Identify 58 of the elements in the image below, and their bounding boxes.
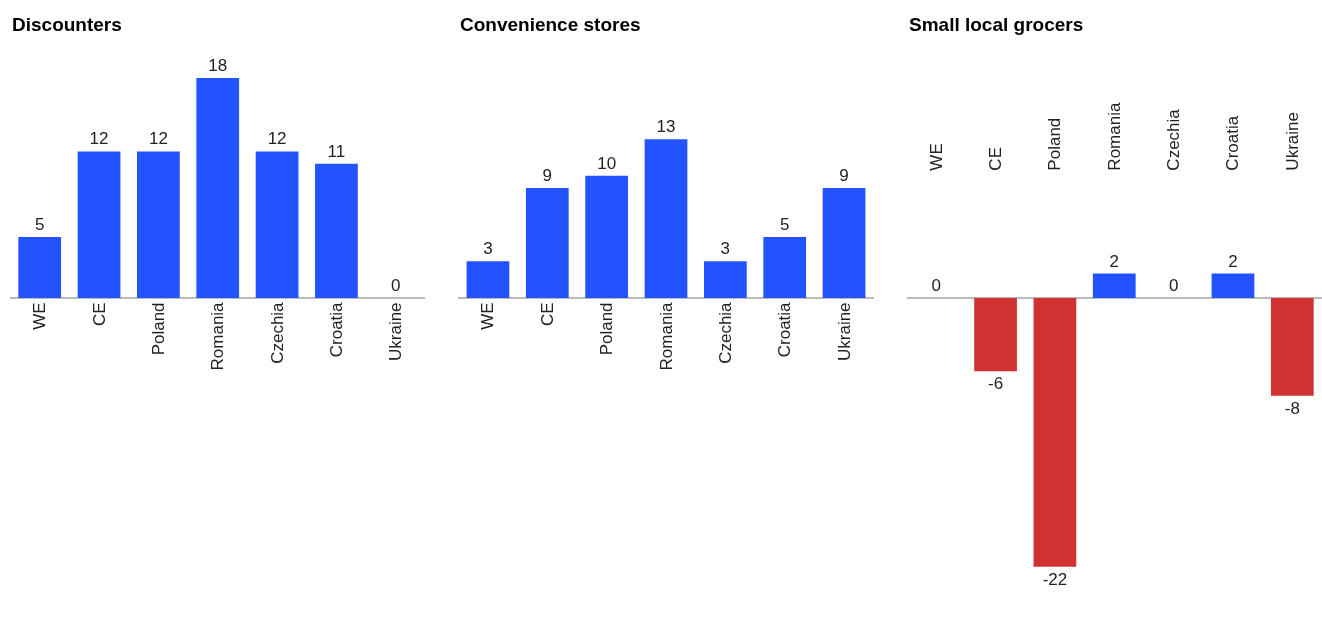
- x-tick-label: Ukraine: [834, 302, 854, 362]
- bar: [315, 163, 358, 299]
- bar: [18, 236, 62, 299]
- data-label: -8: [1284, 398, 1300, 418]
- bar: [525, 188, 569, 299]
- x-tick-label: CE: [537, 302, 557, 327]
- chart-title: Small local grocers: [909, 14, 1084, 35]
- data-label: 12: [148, 129, 168, 149]
- chart-title: Convenience stores: [460, 14, 641, 35]
- bar: [137, 151, 180, 299]
- data-label: 3: [720, 239, 731, 259]
- data-label: 18: [208, 56, 228, 76]
- x-tick-label: Romania: [208, 301, 228, 371]
- data-label: 0: [1168, 276, 1179, 296]
- data-label: 13: [656, 117, 676, 137]
- x-tick-label: Czechia: [267, 301, 287, 364]
- x-tick-label: Poland: [1045, 117, 1065, 171]
- data-label: 9: [839, 166, 849, 186]
- x-tick-label: Romania: [656, 301, 676, 371]
- data-label: -22: [1042, 569, 1068, 589]
- bar: [822, 188, 866, 299]
- chart-title: Discounters: [12, 14, 122, 35]
- data-label: 11: [327, 141, 346, 161]
- bar: [763, 236, 807, 299]
- data-label: 5: [34, 214, 45, 234]
- x-tick-label: Croatia: [1223, 115, 1243, 171]
- data-label: 0: [931, 276, 941, 296]
- bar: [644, 139, 688, 299]
- x-tick-label: WE: [478, 302, 498, 330]
- bar: [77, 151, 121, 299]
- bar: [255, 151, 299, 299]
- data-label: 9: [542, 166, 553, 186]
- bar: [585, 175, 629, 299]
- x-tick-label: Croatia: [775, 301, 795, 358]
- data-label: 10: [597, 153, 617, 173]
- x-tick-label: Czechia: [715, 301, 735, 364]
- data-label: 0: [391, 276, 401, 296]
- x-tick-label: WE: [30, 302, 50, 330]
- x-tick-label: CE: [986, 147, 1006, 171]
- x-tick-label: Ukraine: [1282, 112, 1302, 171]
- data-label: 12: [267, 129, 287, 149]
- data-label: 2: [1228, 251, 1238, 271]
- x-tick-label: Ukraine: [386, 302, 406, 362]
- x-tick-label: Croatia: [326, 301, 346, 358]
- bar: [703, 261, 747, 299]
- x-tick-label: WE: [926, 143, 946, 171]
- data-label: 3: [483, 239, 493, 259]
- data-label: 2: [1109, 251, 1119, 271]
- x-tick-label: Romania: [1104, 102, 1124, 171]
- x-tick-label: Poland: [597, 302, 617, 356]
- x-tick-label: Czechia: [1164, 108, 1184, 171]
- bar: [466, 261, 510, 299]
- data-label: 5: [779, 214, 790, 234]
- bar: [196, 78, 240, 299]
- data-label: 12: [89, 129, 109, 149]
- data-label: -6: [988, 374, 1004, 394]
- x-tick-label: Poland: [148, 302, 168, 356]
- x-tick-label: CE: [89, 302, 109, 327]
